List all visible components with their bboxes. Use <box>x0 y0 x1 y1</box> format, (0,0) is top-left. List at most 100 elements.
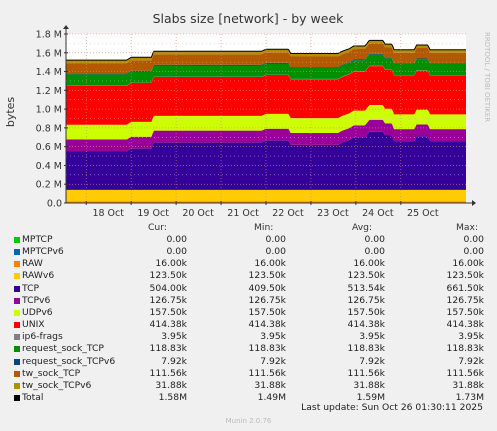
legend-swatch <box>14 261 20 268</box>
legend-value-cur: 0.00 <box>166 246 187 258</box>
legend-value-avg: 0.00 <box>364 246 385 258</box>
legend-value-avg: 157.50k <box>347 306 385 318</box>
legend-value-min: 7.92k <box>260 355 286 367</box>
legend-row: MPTCP 0.00 0.00 0.00 0.00 <box>14 234 484 246</box>
legend-swatch <box>14 358 20 365</box>
legend-swatch <box>14 249 20 256</box>
legend-row: request_sock_TCP 118.83k 118.83k 118.83k 118… <box>14 343 484 355</box>
legend-value-cur: 0.00 <box>166 234 187 245</box>
legend-value-cur: 123.50k <box>149 270 187 282</box>
legend-value-min: 1.49M <box>257 391 286 403</box>
legend-value-max: 414.38k <box>446 319 484 331</box>
legend-value-avg: 7.92k <box>359 355 385 367</box>
legend-header-min: Min: <box>254 222 274 233</box>
legend-row: RAWv6 123.50k 123.50k 123.50k 123.50k <box>14 270 484 282</box>
y-tick-label: 0.2 M <box>36 180 62 191</box>
legend-value-avg: 16.00k <box>353 258 385 270</box>
legend-label: ip6-frags <box>22 331 63 343</box>
legend-value-max: 31.88k <box>452 379 484 391</box>
legend-header-max: Max: <box>456 222 479 233</box>
legend-value-min: 31.88k <box>254 379 286 391</box>
axes: 0.0 0.2 M 0.4 M 0.6 M 0.8 M 1.0 M 1.2 M 1.4 M 1.… <box>36 25 476 219</box>
legend-value-min: 414.38k <box>248 319 286 331</box>
y-tick-label: 1.2 M <box>36 86 62 97</box>
legend-swatch <box>14 334 20 341</box>
legend-label: Total <box>22 391 44 403</box>
legend-value-avg: 126.75k <box>347 294 385 306</box>
legend-label: tw_sock_TCPv6 <box>22 379 92 391</box>
legend-value-max: 0.00 <box>463 246 484 258</box>
legend-value-cur: 414.38k <box>149 319 187 331</box>
legend-swatch <box>14 285 20 292</box>
legend-value-max: 16.00k <box>452 258 484 270</box>
legend-value-max: 661.50k <box>446 282 484 294</box>
legend-value-min: 126.75k <box>248 294 286 306</box>
legend-value-avg: 118.83k <box>347 343 385 355</box>
legend-label: TCPv6 <box>22 294 51 306</box>
area-rawv6 <box>66 189 466 202</box>
legend-row: request_sock_TCPv6 7.92k 7.92k 7.92k 7.92k <box>14 356 484 368</box>
legend-value-avg: 31.88k <box>353 379 385 391</box>
legend-swatch <box>14 237 20 243</box>
legend-label: tw_sock_TCP <box>22 367 81 379</box>
legend-label: request_sock_TCPv6 <box>22 355 116 367</box>
legend-value-min: 0.00 <box>265 246 286 258</box>
x-tick-label: 19 Oct <box>137 208 169 219</box>
y-tick-label: 1.0 M <box>36 105 62 116</box>
legend-swatch <box>14 273 20 280</box>
area-tw-sock-tcpv6 <box>66 40 466 64</box>
legend-value-avg: 414.38k <box>347 319 385 331</box>
legend-value-min: 0.00 <box>265 234 286 245</box>
footer: Munin 2.0.76 <box>225 417 272 425</box>
legend-value-min: 118.83k <box>248 343 286 355</box>
legend-value-avg: 0.00 <box>364 234 385 245</box>
area-udpv6 <box>66 105 466 140</box>
chart-title: Slabs size [network] - by week <box>153 11 345 26</box>
legend-value-avg: 513.54k <box>347 282 385 294</box>
legend-swatch <box>14 394 20 401</box>
y-tick-label: 1.4 M <box>36 67 62 78</box>
legend-value-avg: 111.56k <box>347 367 385 379</box>
legend-row: tw_sock_TCPv6 31.88k 31.88k 31.88k 31.88k <box>14 380 484 392</box>
x-axis-arrow <box>472 200 476 206</box>
legend-value-max: 157.50k <box>446 306 484 318</box>
rrdtool-credit: RRDTOOL / TOBI OETIKER <box>483 32 491 122</box>
legend-value-cur: 111.56k <box>149 367 187 379</box>
legend-value-max: 3.95k <box>458 331 484 343</box>
last-update: Last update: Sun Oct 26 01:30:11 2025 <box>301 402 483 413</box>
legend-value-max: 111.56k <box>446 367 484 379</box>
legend-value-min: 409.50k <box>248 282 286 294</box>
legend-row: TCP 504.00k 409.50k 513.54k 661.50k <box>14 283 484 295</box>
legend-label: request_sock_TCP <box>22 343 104 355</box>
y-tick-label: 0.6 M <box>36 142 62 153</box>
legend-value-min: 3.95k <box>260 331 286 343</box>
legend-value-cur: 1.58M <box>158 391 187 403</box>
legend-row: MPTCPv6 0.00 0.00 0.00 0.00 <box>14 246 484 258</box>
legend-value-avg: 123.50k <box>347 270 385 282</box>
legend-value-max: 126.75k <box>446 294 484 306</box>
legend-label: MPTCPv6 <box>22 246 64 258</box>
x-tick-label: 23 Oct <box>317 208 349 219</box>
y-tick-label: 1.6 M <box>36 48 62 59</box>
legend-label: UDPv6 <box>22 306 53 318</box>
legend-value-cur: 118.83k <box>149 343 187 355</box>
legend-swatch <box>14 346 20 353</box>
legend-row: UDPv6 157.50k 157.50k 157.50k 157.50k <box>14 307 484 319</box>
legend-value-max: 0.00 <box>463 234 484 245</box>
legend-row: ip6-frags 3.95k 3.95k 3.95k 3.95k <box>14 331 484 343</box>
x-tick-label: 18 Oct <box>92 208 124 219</box>
legend-row: tw_sock_TCP 111.56k 111.56k 111.56k 111.56k <box>14 368 484 380</box>
legend-value-min: 157.50k <box>248 306 286 318</box>
legend-value-cur: 16.00k <box>155 258 187 270</box>
legend-swatch <box>14 322 20 329</box>
legend-row: UNIX 414.38k 414.38k 414.38k 414.38k <box>14 319 484 331</box>
legend-label: TCP <box>22 282 40 294</box>
legend-swatch <box>14 297 20 304</box>
y-tick-label: 0.8 M <box>36 123 62 134</box>
y-tick-label: 1.8 M <box>36 30 62 41</box>
legend-row: TCPv6 126.75k 126.75k 126.75k 126.75k <box>14 295 484 307</box>
legend-value-cur: 126.75k <box>149 294 187 306</box>
y-axis-arrow <box>63 25 69 29</box>
y-tick-label: 0.0 <box>47 199 62 210</box>
